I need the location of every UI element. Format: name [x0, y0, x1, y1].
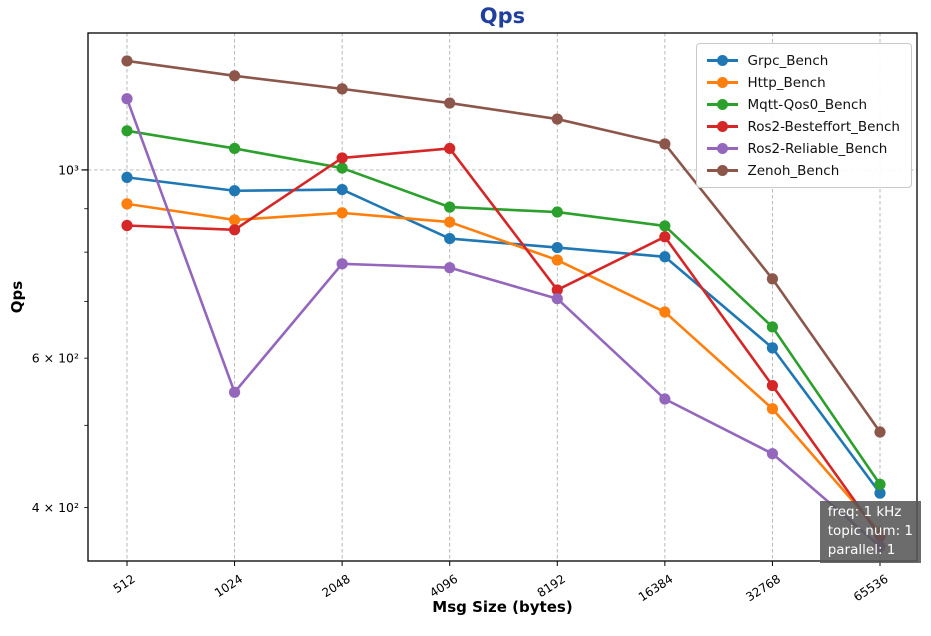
legend-item-Grpc_Bench: Grpc_Bench [707, 51, 900, 70]
annotation-line: topic num: 1 [827, 523, 913, 539]
series-line-Zenoh_Bench [125, 59, 882, 434]
legend-label: Ros2-Reliable_Bench [747, 140, 888, 157]
data-point-Http_Bench-32768 [766, 403, 779, 415]
data-point-Grpc_Bench-32768 [766, 342, 779, 354]
data-point-Ros2-Besteffort_Bench-8192 [551, 284, 563, 296]
data-point-Grpc_Bench-1024 [228, 185, 241, 197]
data-point-Mqtt-Qos0_Bench-16384 [659, 220, 671, 232]
data-point-Mqtt-Qos0_Bench-8192 [551, 206, 563, 218]
legend-line-dot-icon [707, 143, 739, 155]
data-point-Mqtt-Qos0_Bench-32768 [766, 321, 779, 333]
chart-title: Qps [479, 4, 526, 28]
data-point-Ros2-Reliable_Bench-512 [121, 93, 133, 105]
y-tick-label-600: 6 × 10² [32, 351, 79, 366]
data-point-Zenoh_Bench-65536 [874, 426, 886, 438]
series-line-Http_Bench [125, 202, 882, 534]
data-point-Grpc_Bench-16384 [659, 251, 671, 263]
data-point-Grpc_Bench-512 [121, 171, 133, 183]
data-point-Ros2-Reliable_Bench-4096 [444, 262, 456, 274]
data-point-Ros2-Besteffort_Bench-512 [121, 219, 133, 232]
data-point-Mqtt-Qos0_Bench-1024 [228, 142, 241, 155]
legend-line-dot-icon [707, 121, 739, 133]
x-tick-label-1024: 1024 [212, 572, 245, 600]
legend: Grpc_Bench Http_Bench Mqtt-Qos0_Bench Ros2-… [696, 43, 912, 188]
data-point-Zenoh_Bench-32768 [766, 273, 779, 285]
annotation-box: freq: 1 kHz topic num: 1 parallel: 1 [819, 501, 921, 563]
data-point-Ros2-Besteffort_Bench-4096 [444, 142, 456, 155]
x-axis-title: Msg Size (bytes) [432, 598, 573, 616]
legend-line-dot-icon [707, 99, 739, 111]
data-point-Mqtt-Qos0_Bench-512 [121, 125, 133, 137]
annotation-line: parallel: 1 [827, 542, 896, 558]
x-tick-label-8192: 8192 [535, 572, 568, 600]
data-point-Http_Bench-512 [121, 198, 133, 210]
data-point-Zenoh_Bench-512 [121, 55, 133, 67]
data-point-Zenoh_Bench-16384 [659, 138, 671, 150]
data-point-Mqtt-Qos0_Bench-65536 [874, 478, 886, 490]
data-point-Ros2-Reliable_Bench-8192 [551, 293, 563, 305]
legend-item-Http_Bench: Http_Bench [707, 73, 900, 92]
y-tick-label-1000: 10³ [58, 162, 79, 177]
data-point-Ros2-Besteffort_Bench-32768 [766, 379, 779, 392]
data-point-Ros2-Reliable_Bench-1024 [228, 386, 241, 398]
series-line-Mqtt-Qos0_Bench [125, 129, 882, 486]
data-point-Grpc_Bench-8192 [551, 241, 563, 254]
y-tick-label-400: 4 × 10² [32, 500, 79, 515]
data-point-Http_Bench-2048 [336, 207, 348, 219]
series-line-Ros2-Besteffort_Bench [125, 147, 882, 538]
legend-label: Grpc_Bench [747, 52, 829, 69]
series-line-Ros2-Reliable_Bench [125, 97, 882, 548]
legend-label: Mqtt-Qos0_Bench [747, 96, 868, 113]
legend-label: Zenoh_Bench [747, 162, 840, 179]
data-point-Zenoh_Bench-2048 [336, 83, 348, 95]
data-point-Ros2-Reliable_Bench-2048 [336, 258, 348, 270]
legend-item-Ros2-Reliable_Bench: Ros2-Reliable_Bench [707, 139, 900, 158]
legend-item-Mqtt-Qos0_Bench: Mqtt-Qos0_Bench [707, 95, 900, 114]
legend-item-Ros2-Besteffort_Bench: Ros2-Besteffort_Bench [707, 117, 900, 136]
data-point-Zenoh_Bench-8192 [551, 113, 563, 125]
data-point-Http_Bench-8192 [551, 254, 563, 266]
data-point-Ros2-Besteffort_Bench-2048 [336, 152, 348, 164]
data-point-Ros2-Reliable_Bench-32768 [766, 448, 779, 460]
legend-label: Http_Bench [747, 74, 826, 91]
data-point-Grpc_Bench-65536 [874, 487, 886, 499]
data-point-Mqtt-Qos0_Bench-2048 [336, 162, 348, 174]
legend-label: Ros2-Besteffort_Bench [747, 118, 900, 135]
x-tick-label-4096: 4096 [427, 572, 460, 600]
annotation-line: freq: 1 kHz [827, 504, 902, 520]
data-point-Zenoh_Bench-4096 [444, 97, 456, 109]
series-line-Grpc_Bench [125, 176, 882, 495]
data-point-Http_Bench-1024 [228, 214, 241, 226]
data-point-Ros2-Besteffort_Bench-16384 [659, 231, 671, 243]
data-point-Http_Bench-16384 [659, 306, 671, 318]
legend-line-dot-icon [707, 165, 739, 177]
data-point-Zenoh_Bench-1024 [228, 70, 241, 82]
data-point-Grpc_Bench-2048 [336, 183, 348, 196]
data-point-Ros2-Besteffort_Bench-1024 [228, 224, 241, 236]
x-tick-label-512: 512 [111, 572, 138, 596]
legend-line-dot-icon [707, 77, 739, 89]
data-point-Ros2-Reliable_Bench-16384 [659, 393, 671, 405]
legend-item-Zenoh_Bench: Zenoh_Bench [707, 161, 900, 180]
data-point-Http_Bench-4096 [444, 216, 456, 228]
data-point-Mqtt-Qos0_Bench-4096 [444, 201, 456, 213]
x-tick-label-2048: 2048 [320, 572, 353, 600]
data-point-Grpc_Bench-4096 [444, 232, 456, 245]
axes-frame [87, 32, 918, 562]
legend-line-dot-icon [707, 55, 739, 67]
